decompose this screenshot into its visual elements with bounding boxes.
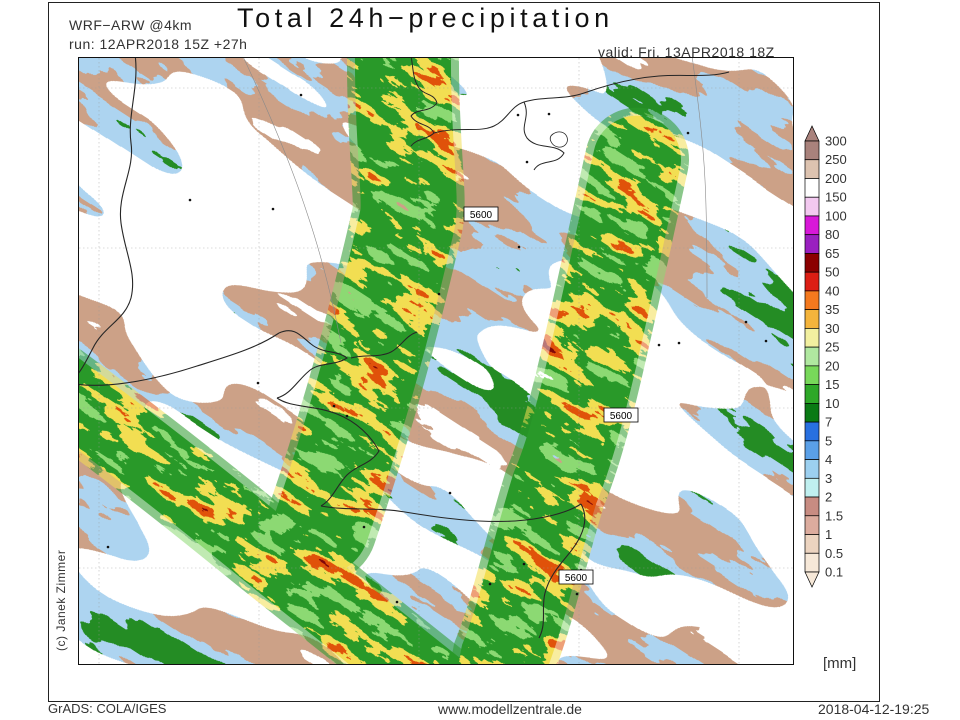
svg-text:100: 100 (825, 208, 847, 223)
svg-text:4: 4 (825, 452, 832, 467)
svg-text:30: 30 (825, 321, 839, 336)
svg-text:3: 3 (825, 471, 832, 486)
svg-text:20: 20 (825, 358, 839, 373)
svg-text:300: 300 (825, 134, 847, 149)
svg-text:5600: 5600 (470, 210, 493, 221)
svg-text:150: 150 (825, 190, 847, 205)
svg-text:5600: 5600 (610, 411, 633, 422)
svg-text:200: 200 (825, 171, 847, 186)
svg-text:250: 250 (825, 152, 847, 167)
svg-text:0.1: 0.1 (825, 565, 843, 580)
svg-text:80: 80 (825, 227, 839, 242)
svg-text:35: 35 (825, 302, 839, 317)
svg-text:5600: 5600 (565, 573, 588, 584)
svg-text:10: 10 (825, 396, 839, 411)
svg-text:50: 50 (825, 265, 839, 280)
svg-text:1: 1 (825, 527, 832, 542)
svg-text:15: 15 (825, 377, 839, 392)
svg-text:7: 7 (825, 415, 832, 430)
svg-text:1.5: 1.5 (825, 508, 843, 523)
svg-text:5: 5 (825, 433, 832, 448)
svg-text:25: 25 (825, 340, 839, 355)
svg-text:0.5: 0.5 (825, 546, 843, 561)
svg-text:40: 40 (825, 283, 839, 298)
svg-text:2: 2 (825, 490, 832, 505)
svg-text:65: 65 (825, 246, 839, 261)
